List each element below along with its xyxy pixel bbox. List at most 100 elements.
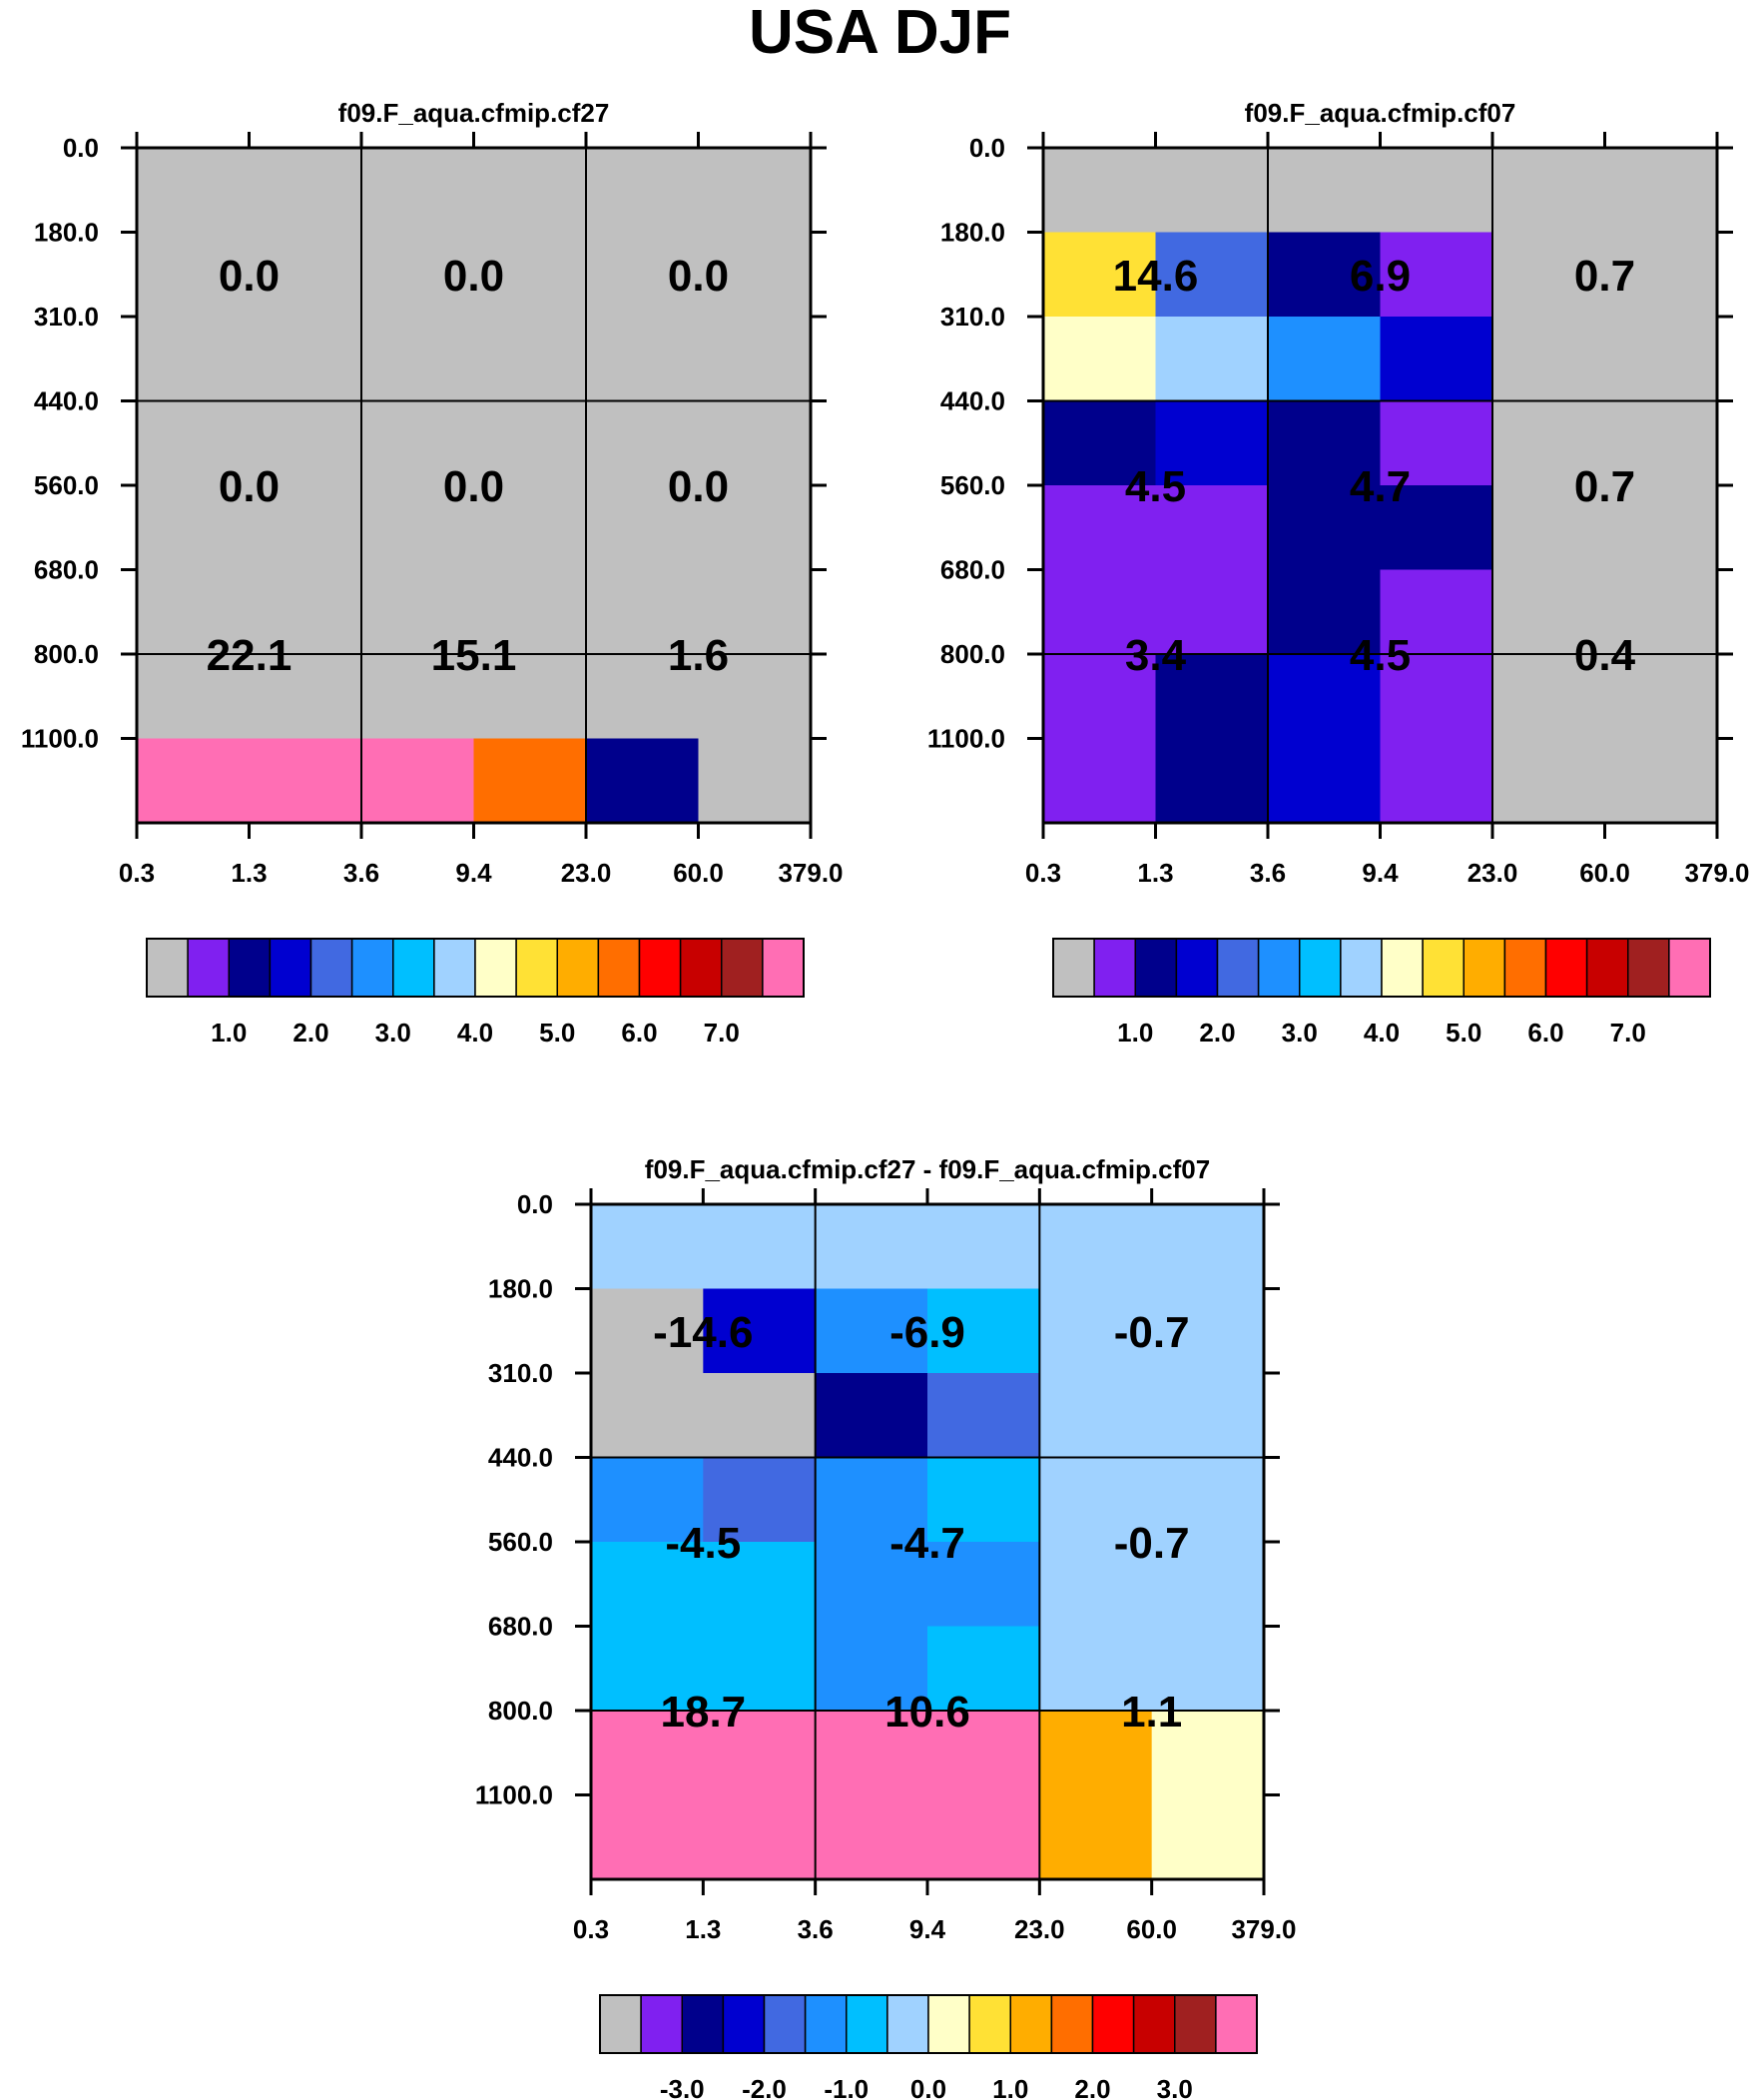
heatmap-cell <box>815 1204 928 1290</box>
heatmap-cell <box>361 400 475 486</box>
heatmap-cell <box>1043 738 1157 824</box>
heatmap-cell <box>1604 654 1718 740</box>
x-tick-label: 379.0 <box>1231 1914 1296 1944</box>
heatmap-cell <box>698 148 812 234</box>
y-tick-label: 180.0 <box>940 218 1005 248</box>
value-label: 0.0 <box>219 252 280 301</box>
heatmap-cell <box>591 1204 704 1290</box>
heatmap-cell <box>586 569 700 655</box>
heatmap-cell <box>927 1542 1040 1628</box>
colorbar-label: 6.0 <box>1527 1018 1563 1048</box>
heatmap-cell <box>1155 569 1269 655</box>
heatmap-cell <box>1151 1204 1265 1290</box>
colorbar-swatch <box>1093 938 1136 998</box>
heatmap-cell <box>1268 485 1382 571</box>
y-tick-label: 440.0 <box>488 1443 553 1473</box>
colorbar-frame <box>599 1994 1258 2054</box>
value-label: -4.5 <box>665 1519 741 1568</box>
heatmap-cell <box>1492 400 1606 486</box>
colorbar-swatch <box>679 938 723 998</box>
colorbar-swatch <box>392 938 435 998</box>
colorbar-swatch <box>1544 938 1588 998</box>
colorbar-swatch <box>1215 1994 1258 2054</box>
heatmap-cell <box>703 1626 817 1712</box>
x-tick-label: 60.0 <box>1126 1914 1177 1944</box>
value-label: 10.6 <box>884 1688 970 1737</box>
x-tick-label: 9.4 <box>1362 858 1399 888</box>
heatmap-cell <box>1155 654 1269 740</box>
y-tick-label: 180.0 <box>34 218 99 248</box>
heatmap-cell <box>815 1373 928 1459</box>
heatmap-cell <box>137 654 251 740</box>
heatmap-cell <box>137 738 251 824</box>
heatmap-cell <box>1151 1288 1265 1374</box>
heatmap-cell <box>586 654 700 740</box>
colorbar-swatch <box>1668 938 1711 998</box>
heatmap-cell <box>1039 1373 1153 1459</box>
heatmap-cell <box>1380 232 1493 318</box>
y-tick-label: 800.0 <box>34 639 99 669</box>
value-label: 4.7 <box>1350 462 1411 511</box>
heatmap-cell <box>927 1373 1040 1459</box>
x-tick-label: 9.4 <box>455 858 492 888</box>
heatmap-cell <box>1151 1711 1265 1796</box>
heatmap-cell <box>1039 1204 1153 1290</box>
colorbar-swatch <box>1503 938 1547 998</box>
heatmap-cell <box>1043 569 1157 655</box>
heatmap-cell <box>137 317 251 402</box>
colorbar-label: 4.0 <box>1364 1018 1400 1048</box>
x-tick-label: 379.0 <box>778 858 843 888</box>
y-tick-label: 560.0 <box>940 470 1005 500</box>
heatmap-cell <box>137 485 251 571</box>
colorbar-label: 5.0 <box>1446 1018 1481 1048</box>
colorbar: -3.0 -2.0 -1.0 0.0 1.0 2.0 3.0 <box>599 1994 1258 2100</box>
x-tick-label: 379.0 <box>1684 858 1749 888</box>
colorbar-swatch <box>350 938 394 998</box>
colorbar-swatch <box>146 938 189 998</box>
heatmap-cell <box>473 654 587 740</box>
heatmap-cell <box>1039 1457 1153 1543</box>
colorbar-label: 1.0 <box>1117 1018 1153 1048</box>
heatmap-cell <box>1268 148 1382 234</box>
value-label: -0.7 <box>1114 1308 1190 1357</box>
colorbar-label: 1.0 <box>992 2074 1028 2100</box>
value-label: 18.7 <box>661 1688 747 1737</box>
heatmap-cell <box>591 1794 704 1880</box>
y-tick-label: 560.0 <box>488 1527 553 1557</box>
heatmap-cell <box>1039 1542 1153 1628</box>
heatmap-cell <box>703 1204 817 1290</box>
heatmap-cell <box>698 485 812 571</box>
heatmap-cell <box>1380 317 1493 402</box>
colorbar-frame <box>1052 938 1711 998</box>
heatmap-cell <box>591 1457 704 1543</box>
colorbar-swatch <box>1340 938 1383 998</box>
colorbar-label: 4.0 <box>457 1018 493 1048</box>
colorbar-label: 2.0 <box>1199 1018 1235 1048</box>
heatmap-cell <box>1155 485 1269 571</box>
heatmap-cell <box>815 1711 928 1796</box>
value-label: 0.7 <box>1574 462 1635 511</box>
heatmap-cell <box>1155 232 1269 318</box>
y-tick-label: 680.0 <box>488 1612 553 1642</box>
colorbar-label: 7.0 <box>704 1018 740 1048</box>
heatmap-cell <box>591 1288 704 1374</box>
heatmap-cell <box>1492 148 1606 234</box>
panel-title: f09.F_aqua.cfmip.cf07 <box>1245 98 1516 128</box>
heatmap-cell <box>361 738 475 824</box>
colorbar-swatch <box>597 938 641 998</box>
x-tick-label: 60.0 <box>673 858 724 888</box>
value-label: 0.7 <box>1574 252 1635 301</box>
heatmap-cell <box>249 654 362 740</box>
heatmap-cell <box>1155 400 1269 486</box>
x-tick-label: 23.0 <box>561 858 612 888</box>
y-tick-label: 440.0 <box>34 386 99 416</box>
heatmap-cell <box>1380 569 1493 655</box>
y-tick-label: 680.0 <box>34 555 99 585</box>
heatmap-cell <box>1039 1794 1153 1880</box>
heatmap-cell <box>249 400 362 486</box>
heatmap-cell <box>927 1711 1040 1796</box>
colorbar-swatch <box>886 1994 929 2054</box>
panel-1: f09.F_aqua.cfmip.cf27 0.0 180.0 310.0 440.0 5… <box>21 98 844 1048</box>
colorbar-swatch <box>1585 938 1629 998</box>
colorbar-swatch <box>640 1994 683 2054</box>
